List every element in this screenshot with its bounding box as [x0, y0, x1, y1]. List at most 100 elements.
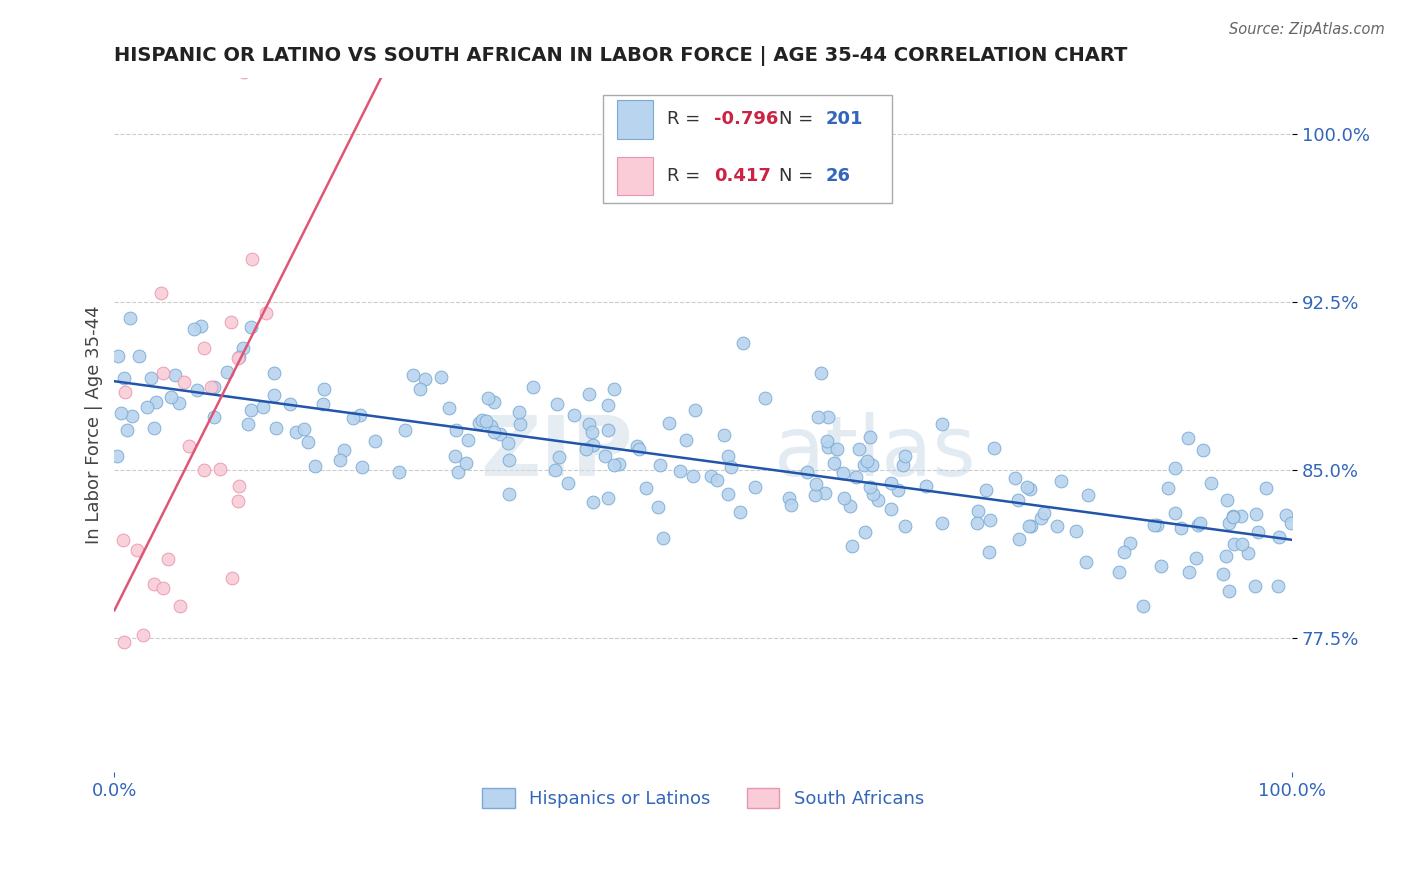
Point: [1033, 506, 1056, 520]
Point: [1112, 545, 1135, 559]
Point: [152, 366, 174, 380]
Point: [285, 425, 308, 440]
Point: [578, 386, 600, 401]
Text: ZIP: ZIP: [479, 412, 633, 493]
Point: [509, 417, 531, 431]
Point: [979, 513, 1001, 527]
Point: [409, 382, 432, 396]
Point: [966, 516, 988, 531]
Point: [603, 382, 626, 396]
Point: [578, 417, 600, 431]
Point: [966, 504, 988, 518]
Point: [1237, 546, 1260, 560]
Point: [496, 436, 519, 450]
Point: [228, 350, 250, 364]
Point: [626, 439, 648, 453]
Point: [859, 480, 882, 494]
Y-axis label: In Labor Force | Age 35-44: In Labor Force | Age 35-44: [86, 306, 103, 544]
Point: [143, 577, 166, 591]
Point: [1230, 509, 1253, 524]
Point: [1019, 519, 1042, 533]
Point: [454, 456, 477, 470]
Point: [810, 366, 832, 380]
Point: [1218, 516, 1240, 531]
Point: [894, 519, 917, 533]
Point: [394, 424, 416, 438]
Point: [200, 380, 222, 394]
Point: [1256, 481, 1278, 495]
Point: [202, 409, 225, 424]
Point: [145, 394, 167, 409]
Point: [363, 434, 385, 449]
Point: [475, 414, 498, 428]
Point: [489, 427, 512, 442]
Point: [163, 368, 186, 383]
Point: [226, 494, 249, 508]
Point: [413, 372, 436, 386]
Point: [648, 458, 671, 473]
Point: [668, 464, 690, 478]
Point: [105, 450, 128, 464]
Point: [254, 306, 277, 320]
Point: [815, 434, 838, 449]
Point: [1177, 431, 1199, 445]
Point: [264, 421, 287, 435]
Point: [974, 483, 997, 497]
Point: [634, 481, 657, 495]
Point: [548, 450, 571, 465]
Point: [233, 65, 256, 79]
Point: [754, 391, 776, 405]
Point: [845, 469, 868, 483]
Point: [1244, 507, 1267, 521]
Point: [582, 438, 605, 452]
Point: [110, 406, 132, 420]
Text: R =: R =: [666, 167, 706, 185]
Point: [859, 430, 882, 444]
Point: [1157, 481, 1180, 495]
Point: [713, 428, 735, 442]
Point: [1222, 509, 1244, 524]
Point: [848, 442, 870, 457]
Point: [444, 450, 467, 464]
Point: [278, 397, 301, 411]
Point: [160, 390, 183, 404]
Point: [127, 543, 149, 558]
Point: [817, 410, 839, 425]
Point: [893, 458, 915, 473]
Point: [914, 479, 936, 493]
Point: [111, 533, 134, 548]
Point: [717, 449, 740, 463]
Point: [136, 400, 159, 414]
Point: [1074, 555, 1097, 569]
Point: [1017, 480, 1039, 494]
Point: [120, 310, 142, 325]
Point: [484, 395, 506, 409]
Point: [1046, 519, 1069, 533]
Point: [342, 411, 364, 425]
Point: [581, 495, 603, 509]
Point: [219, 315, 242, 329]
Point: [557, 475, 579, 490]
Point: [862, 487, 884, 501]
Point: [430, 369, 453, 384]
Point: [1187, 517, 1209, 532]
Point: [700, 469, 723, 483]
Point: [498, 487, 520, 501]
Point: [329, 453, 352, 467]
Point: [349, 408, 371, 422]
Point: [778, 491, 800, 505]
Point: [1212, 566, 1234, 581]
Point: [477, 391, 499, 405]
Point: [183, 322, 205, 336]
Point: [1178, 565, 1201, 579]
Point: [149, 286, 172, 301]
Point: [1230, 537, 1253, 551]
Point: [292, 422, 315, 436]
Point: [304, 458, 326, 473]
Point: [1049, 474, 1071, 488]
Point: [598, 398, 620, 412]
Point: [482, 425, 505, 439]
Point: [1267, 579, 1289, 593]
Point: [190, 319, 212, 334]
Point: [804, 488, 827, 502]
